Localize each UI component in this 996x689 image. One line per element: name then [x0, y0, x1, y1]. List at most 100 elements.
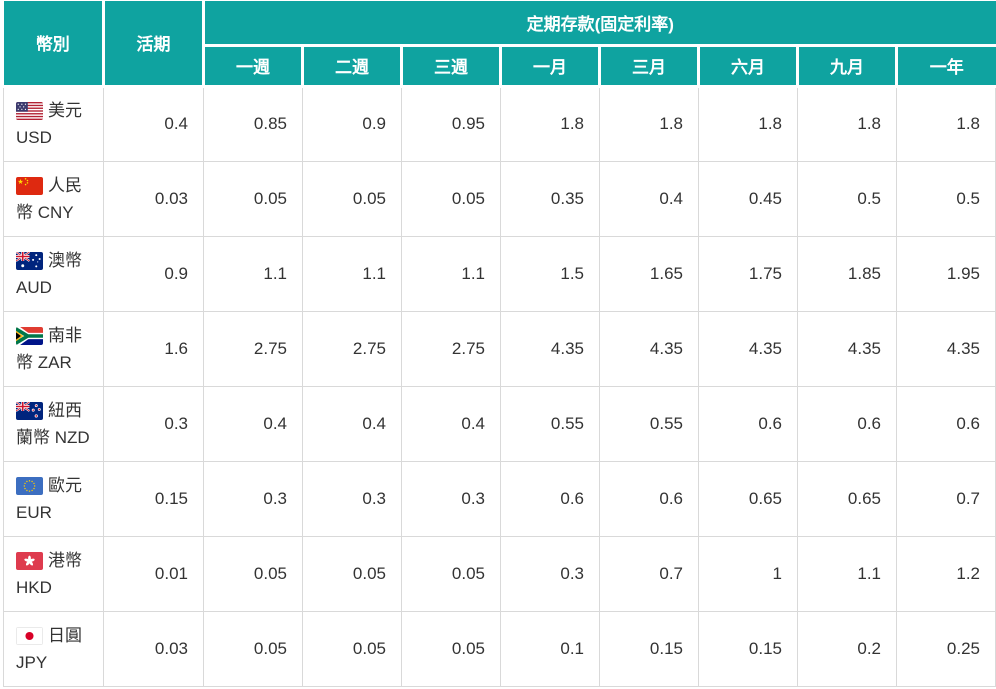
header-tenor-3week: 三週 — [401, 45, 502, 88]
interest-rate-table: 幣別 活期 定期存款(固定利率) 一週 二週 三週 一月 三月 六月 九月 一年 — [3, 1, 996, 687]
jp-flag-icon — [16, 626, 43, 645]
demand-rate-cell: 0.4 — [103, 85, 204, 162]
rate-cell: 0.6 — [599, 460, 699, 537]
rate-cell: 0.05 — [203, 160, 303, 237]
rate-cell: 4.35 — [599, 310, 699, 387]
rate-cell: 4.35 — [698, 310, 798, 387]
rate-cell: 0.1 — [500, 610, 600, 687]
table-header: 幣別 活期 定期存款(固定利率) 一週 二週 三週 一月 三月 六月 九月 一年 — [3, 1, 996, 88]
rate-cell: 4.35 — [797, 310, 897, 387]
demand-rate-cell: 0.01 — [103, 535, 204, 612]
currency-label: 人民幣 CNY — [16, 175, 82, 222]
rate-cell: 1.8 — [599, 85, 699, 162]
header-tenor-6month: 六月 — [698, 45, 799, 88]
header-tenor-2week: 二週 — [302, 45, 403, 88]
rate-cell: 0.3 — [302, 460, 402, 537]
rate-cell: 0.15 — [698, 610, 798, 687]
rate-cell: 1.95 — [896, 235, 996, 312]
demand-rate-cell: 0.03 — [103, 160, 204, 237]
rate-cell: 0.7 — [599, 535, 699, 612]
header-tenor-1month: 一月 — [500, 45, 601, 88]
currency-cell: 紐西蘭幣 NZD — [3, 385, 104, 462]
rate-cell: 1.1 — [203, 235, 303, 312]
table-row-nzd: 紐西蘭幣 NZD 0.3 0.4 0.4 0.4 0.55 0.55 0.6 0… — [3, 385, 996, 462]
rate-cell: 1.5 — [500, 235, 600, 312]
table-row-cny: 人民幣 CNY 0.03 0.05 0.05 0.05 0.35 0.4 0.4… — [3, 160, 996, 237]
rate-cell: 0.5 — [797, 160, 897, 237]
rate-cell: 0.05 — [401, 535, 501, 612]
rate-cell: 0.95 — [401, 85, 501, 162]
rate-cell: 2.75 — [203, 310, 303, 387]
rate-cell: 1.65 — [599, 235, 699, 312]
rate-cell: 2.75 — [401, 310, 501, 387]
currency-label: 美元 USD — [16, 101, 82, 147]
rate-cell: 2.75 — [302, 310, 402, 387]
currency-label: 澳幣 AUD — [16, 250, 82, 297]
rate-cell: 0.3 — [500, 535, 600, 612]
header-tenor-1week: 一週 — [203, 45, 304, 88]
rate-cell: 1.8 — [896, 85, 996, 162]
rate-cell: 1 — [698, 535, 798, 612]
currency-cell: 南非幣 ZAR — [3, 310, 104, 387]
currency-label: 港幣 HKD — [16, 550, 82, 597]
rate-cell: 0.3 — [401, 460, 501, 537]
rate-cell: 1.1 — [797, 535, 897, 612]
rate-cell: 0.2 — [797, 610, 897, 687]
rate-cell: 1.8 — [500, 85, 600, 162]
rate-cell: 0.6 — [500, 460, 600, 537]
rate-cell: 0.05 — [401, 160, 501, 237]
rate-cell: 0.45 — [698, 160, 798, 237]
rate-cell: 0.6 — [698, 385, 798, 462]
cn-flag-icon — [16, 176, 43, 195]
table-row-usd: 美元 USD 0.4 0.85 0.9 0.95 1.8 1.8 1.8 1.8… — [3, 85, 996, 162]
currency-cell: 歐元 EUR — [3, 460, 104, 537]
header-tenor-9month: 九月 — [797, 45, 898, 88]
rate-cell: 0.4 — [203, 385, 303, 462]
header-tenor-1year: 一年 — [896, 45, 996, 88]
currency-label: 南非幣 ZAR — [16, 325, 82, 372]
rate-cell: 1.1 — [302, 235, 402, 312]
rate-cell: 4.35 — [896, 310, 996, 387]
us-flag-icon — [16, 102, 43, 120]
rate-cell: 0.05 — [203, 610, 303, 687]
rate-cell: 0.25 — [896, 610, 996, 687]
demand-rate-cell: 0.03 — [103, 610, 204, 687]
rate-cell: 0.15 — [599, 610, 699, 687]
rate-cell: 0.05 — [401, 610, 501, 687]
rate-cell: 0.7 — [896, 460, 996, 537]
rate-cell: 1.8 — [797, 85, 897, 162]
rate-cell: 0.9 — [302, 85, 402, 162]
rate-cell: 0.6 — [896, 385, 996, 462]
demand-rate-cell: 1.6 — [103, 310, 204, 387]
rate-cell: 0.4 — [599, 160, 699, 237]
table-row-eur: 歐元 EUR 0.15 0.3 0.3 0.3 0.6 0.6 0.65 0.6… — [3, 460, 996, 537]
rate-cell: 0.3 — [203, 460, 303, 537]
rate-cell: 4.35 — [500, 310, 600, 387]
header-currency: 幣別 — [3, 1, 105, 88]
table-row-hkd: 港幣 HKD 0.01 0.05 0.05 0.05 0.3 0.7 1 1.1… — [3, 535, 996, 612]
currency-cell: 美元 USD — [3, 85, 104, 162]
table-row-zar: 南非幣 ZAR 1.6 2.75 2.75 2.75 4.35 4.35 4.3… — [3, 310, 996, 387]
rate-cell: 0.65 — [698, 460, 798, 537]
hk-flag-icon — [16, 551, 43, 570]
rate-cell: 0.55 — [599, 385, 699, 462]
rate-cell: 0.35 — [500, 160, 600, 237]
currency-cell: 日圓 JPY — [3, 610, 104, 687]
header-time-deposit-group: 定期存款(固定利率) — [203, 1, 996, 47]
rate-cell: 1.2 — [896, 535, 996, 612]
rate-cell: 0.05 — [302, 610, 402, 687]
rate-cell: 0.65 — [797, 460, 897, 537]
rate-cell: 0.6 — [797, 385, 897, 462]
rate-cell: 0.55 — [500, 385, 600, 462]
currency-cell: 人民幣 CNY — [3, 160, 104, 237]
rate-cell: 0.4 — [401, 385, 501, 462]
demand-rate-cell: 0.9 — [103, 235, 204, 312]
za-flag-icon — [14, 324, 43, 347]
currency-label: 紐西蘭幣 NZD — [16, 400, 90, 447]
rate-cell: 1.75 — [698, 235, 798, 312]
currency-label: 日圓 JPY — [16, 625, 82, 672]
rate-cell: 0.4 — [302, 385, 402, 462]
rate-cell: 1.1 — [401, 235, 501, 312]
demand-rate-cell: 0.3 — [103, 385, 204, 462]
